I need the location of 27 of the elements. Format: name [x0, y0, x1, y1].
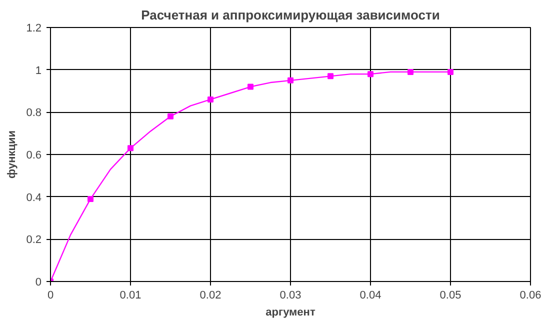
- y-axis-title: функции: [6, 130, 18, 179]
- y-tick-label: 0.2: [26, 234, 42, 246]
- point: [128, 145, 134, 152]
- point: [208, 96, 214, 102]
- y-tick-label: 0.6: [26, 150, 42, 162]
- point: [408, 68, 414, 75]
- x-tick-label: 0.02: [200, 290, 222, 302]
- y-tick-label: 0: [35, 276, 42, 288]
- x-tick-label: 0: [47, 290, 54, 302]
- y-tick-label: 1.2: [26, 22, 42, 34]
- point: [288, 77, 294, 84]
- x-tick-label: 0.06: [520, 290, 542, 302]
- x-tick-label: 0.05: [440, 290, 462, 302]
- x-axis-title: аргумент: [266, 306, 316, 318]
- x-tick-label: 0.03: [280, 290, 302, 302]
- chart-title: Расчетная и аппроксимирующая зависимости: [141, 8, 440, 22]
- x-tick-label: 0.04: [360, 290, 382, 302]
- y-tick-label: 0.4: [26, 192, 42, 204]
- y-tick-label: 1: [35, 64, 42, 77]
- y-tick-label: 0.8: [26, 107, 42, 120]
- point: [328, 73, 334, 80]
- point: [88, 196, 94, 202]
- point: [368, 71, 374, 78]
- point: [248, 84, 254, 90]
- point: [168, 113, 174, 120]
- x-tick-label: 0.01: [120, 290, 142, 302]
- point: [448, 68, 454, 75]
